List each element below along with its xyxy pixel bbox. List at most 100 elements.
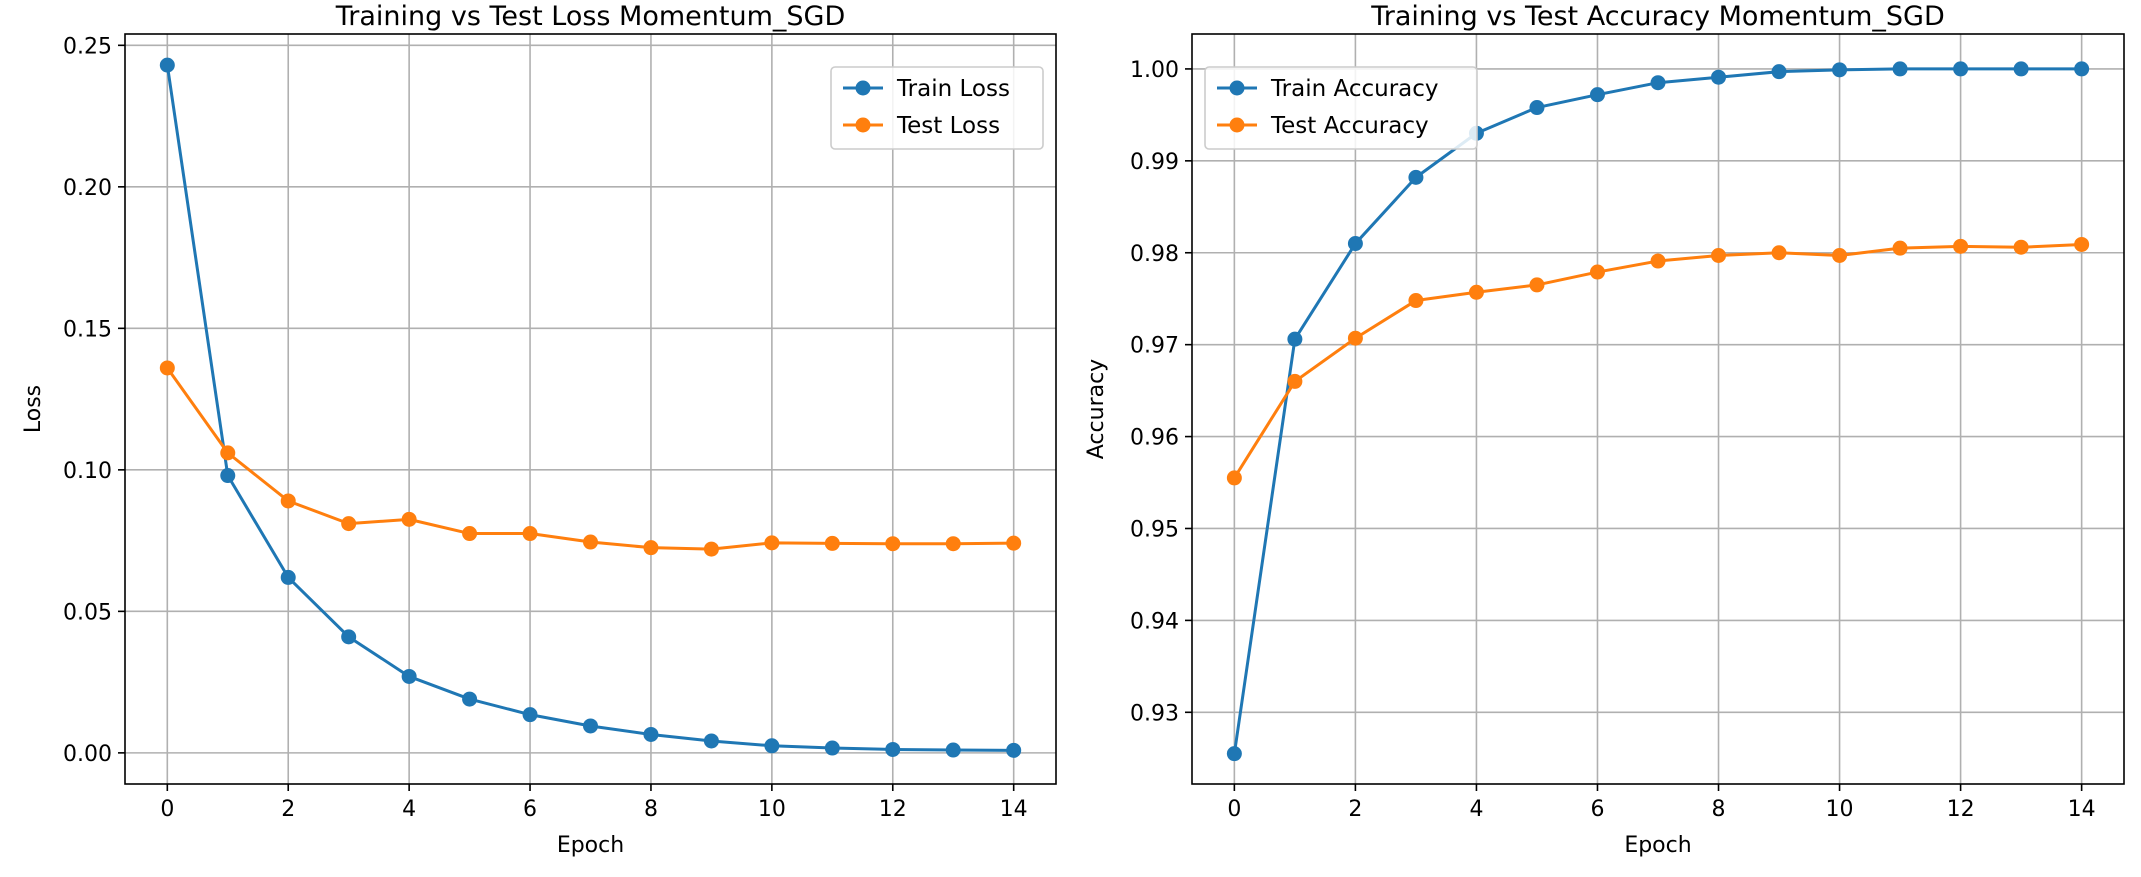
- data-point: [1650, 75, 1666, 91]
- x-tick-label: 6: [523, 797, 537, 822]
- data-point: [1408, 169, 1424, 185]
- legend-label: Train Loss: [896, 76, 1010, 102]
- data-point: [1832, 248, 1848, 264]
- data-point: [1771, 64, 1787, 80]
- x-tick-label: 6: [1590, 797, 1604, 822]
- y-tick-label: 0.93: [1130, 701, 1179, 726]
- data-point: [2074, 236, 2090, 252]
- x-axis-label: Epoch: [1624, 833, 1691, 858]
- legend-swatch-marker: [1229, 80, 1245, 96]
- data-point: [1650, 253, 1666, 269]
- y-tick-label: 0.98: [1130, 242, 1179, 267]
- legend-label: Test Loss: [896, 113, 1000, 139]
- y-tick-label: 0.10: [63, 459, 112, 484]
- y-tick-label: 0.94: [1130, 609, 1179, 634]
- legend-swatch-marker: [855, 80, 871, 96]
- data-point: [1892, 240, 1908, 256]
- chart-panel-2: 0 2 4 6 8 10 12 14 0.93 0.94 0.95 0.96 0.97 0.98 0.99 1…: [1084, 1, 2125, 858]
- x-tick-label: 12: [1947, 797, 1975, 822]
- legend-label: Train Accuracy: [1270, 76, 1439, 102]
- data-point: [824, 535, 840, 551]
- y-tick-label: 0.96: [1130, 426, 1179, 451]
- y-tick-label: 0.25: [63, 34, 112, 59]
- data-point: [401, 511, 417, 527]
- data-point: [1953, 238, 1969, 254]
- chart-panel-1: 0 2 4 6 8 10 12 14 0.00 0.05 0.10 0.15 0.20 0.25 Train…: [21, 1, 1057, 858]
- data-point: [703, 541, 719, 557]
- data-point: [522, 526, 538, 542]
- data-point: [159, 360, 175, 376]
- data-point: [703, 733, 719, 749]
- chart-title: Training vs Test Accuracy Momentum_SGD: [1370, 1, 1945, 32]
- data-point: [583, 718, 598, 734]
- x-tick-label: 10: [758, 797, 786, 822]
- data-point: [1771, 245, 1787, 261]
- data-point: [1287, 331, 1303, 347]
- y-axis-label: Accuracy: [1084, 359, 1109, 459]
- data-point: [1347, 330, 1363, 346]
- legend-label: Test Accuracy: [1270, 113, 1429, 139]
- data-point: [462, 526, 478, 542]
- x-tick-label: 2: [281, 797, 295, 822]
- data-point: [1468, 284, 1484, 300]
- legend-box: [1204, 66, 1478, 150]
- y-tick-label: 0.99: [1130, 150, 1179, 175]
- y-axis-label: Loss: [21, 385, 46, 433]
- data-point: [2013, 239, 2029, 255]
- x-tick-label: 0: [1227, 797, 1241, 822]
- data-point: [764, 738, 780, 754]
- y-tick-label: 0.95: [1130, 517, 1179, 542]
- x-tick-label: 4: [402, 797, 416, 822]
- y-tick-label: 1.00: [1130, 58, 1179, 83]
- y-tick-label: 0.15: [63, 317, 112, 342]
- data-point: [1226, 746, 1242, 762]
- data-point: [824, 740, 840, 756]
- data-point: [1529, 277, 1545, 293]
- data-point: [1408, 293, 1424, 309]
- data-point: [885, 741, 901, 757]
- data-point: [2074, 61, 2090, 77]
- data-point: [1226, 470, 1242, 486]
- data-point: [220, 445, 236, 461]
- data-point: [522, 707, 538, 723]
- x-tick-label: 14: [1000, 797, 1028, 822]
- data-point: [1892, 61, 1908, 77]
- data-point: [2013, 61, 2029, 77]
- legend-swatch-marker: [1229, 117, 1245, 133]
- y-tick-label: 0.00: [63, 742, 112, 767]
- data-point: [885, 536, 901, 552]
- legend-swatch-marker: [855, 117, 871, 133]
- data-point: [945, 742, 961, 758]
- data-point: [280, 493, 296, 509]
- data-point: [945, 536, 961, 552]
- x-tick-label: 14: [2068, 797, 2096, 822]
- data-point: [1006, 742, 1022, 758]
- data-point: [341, 516, 357, 532]
- data-point: [643, 540, 659, 556]
- data-point: [1589, 87, 1605, 103]
- legend: Train Loss Test Loss: [830, 66, 1044, 150]
- data-point: [401, 668, 417, 684]
- data-point: [583, 534, 598, 550]
- x-tick-label: 8: [644, 797, 658, 822]
- data-point: [1832, 62, 1848, 78]
- x-tick-label: 2: [1348, 797, 1362, 822]
- data-point: [1006, 535, 1022, 551]
- x-tick-label: 4: [1469, 797, 1483, 822]
- data-point: [220, 468, 236, 484]
- axes-frame: [124, 33, 1057, 785]
- legend: Train Accuracy Test Accuracy: [1204, 66, 1478, 150]
- data-point: [159, 57, 175, 73]
- data-point: [341, 629, 357, 645]
- data-point: [1529, 100, 1545, 116]
- y-tick-label: 0.20: [63, 176, 112, 201]
- y-tick-label: 0.05: [63, 600, 112, 625]
- data-point: [1711, 69, 1727, 85]
- data-point: [764, 535, 780, 551]
- x-tick-label: 8: [1712, 797, 1726, 822]
- data-point: [643, 726, 659, 742]
- data-point: [1953, 61, 1969, 77]
- data-point: [1711, 248, 1727, 264]
